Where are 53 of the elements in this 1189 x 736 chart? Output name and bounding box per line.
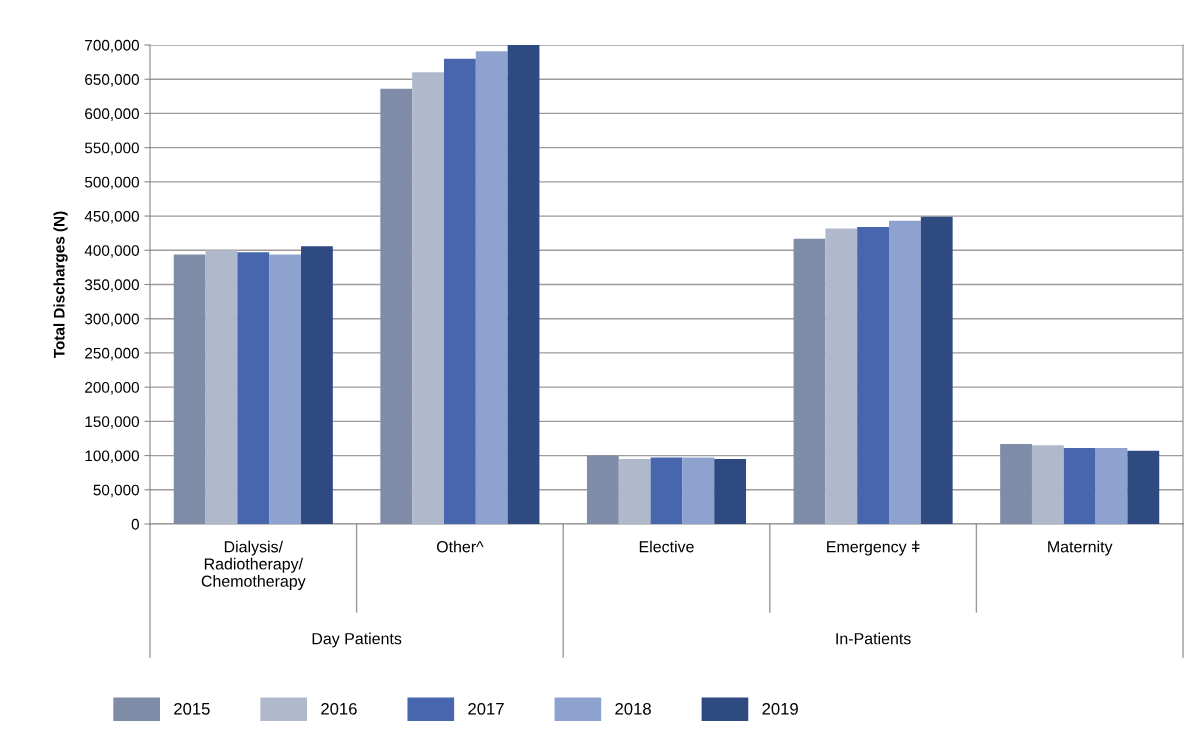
y-tick-label: 200,000 — [85, 382, 139, 395]
legend-label: 2019 — [762, 702, 798, 715]
text: In-Patients — [836, 632, 911, 645]
bar — [682, 457, 715, 524]
y-tick-label: 700,000 — [85, 39, 139, 53]
y-tick-label: 0 — [131, 518, 139, 530]
legend-label: 2015 — [174, 702, 210, 715]
bar — [380, 88, 413, 524]
legend-label: 2018 — [615, 702, 651, 715]
bar — [301, 246, 333, 524]
y-tick-label: 550,000 — [84, 142, 139, 156]
bar — [1000, 443, 1032, 524]
bar — [586, 455, 619, 524]
y-tick-label: 450,000 — [84, 210, 139, 224]
y-tick-label: 400,000 — [84, 245, 139, 258]
bar — [618, 458, 651, 524]
x-tick-label: Emergency ǂ — [827, 540, 920, 556]
bar — [857, 227, 890, 524]
y-tick-label: 650,000 — [85, 74, 139, 87]
bar — [475, 51, 508, 524]
y-axis-title: Total Discharges (N) — [53, 211, 68, 359]
bar — [205, 250, 238, 524]
y-tick-label: 600,000 — [85, 108, 139, 121]
bar — [1127, 450, 1160, 524]
bar — [650, 457, 683, 524]
bar — [1095, 448, 1128, 524]
bar — [269, 254, 302, 524]
y-tick-label: 350,000 — [84, 279, 139, 292]
bar — [507, 45, 540, 524]
x-tick-label: Maternity — [1048, 540, 1113, 556]
bar — [1031, 445, 1064, 524]
bar — [173, 254, 206, 524]
bar — [714, 458, 747, 524]
y-tick-label: 150,000 — [85, 416, 139, 429]
x-tick-label: Other^ — [436, 540, 484, 553]
legend-label: 2017 — [468, 702, 504, 715]
bar — [920, 216, 953, 524]
bar — [793, 238, 826, 524]
y-tick-label: 100,000 — [85, 450, 139, 464]
x-tick-label: Elective — [639, 540, 694, 553]
bar — [412, 72, 444, 524]
y-tick-label: 250,000 — [85, 347, 139, 361]
bar — [825, 228, 858, 524]
y-tick-label: 500,000 — [84, 176, 139, 190]
bar — [237, 252, 270, 524]
x-tick-label: Dialysis/ Radiotherapy/ Chemotherapy — [201, 540, 306, 590]
bar — [889, 220, 921, 524]
legend-label: 2016 — [321, 702, 357, 715]
bar — [1063, 448, 1096, 524]
text: Day Patients — [312, 632, 402, 648]
y-tick-label: 50,000 — [93, 484, 139, 498]
bar — [443, 58, 476, 524]
y-tick-label: 300,000 — [84, 313, 139, 327]
